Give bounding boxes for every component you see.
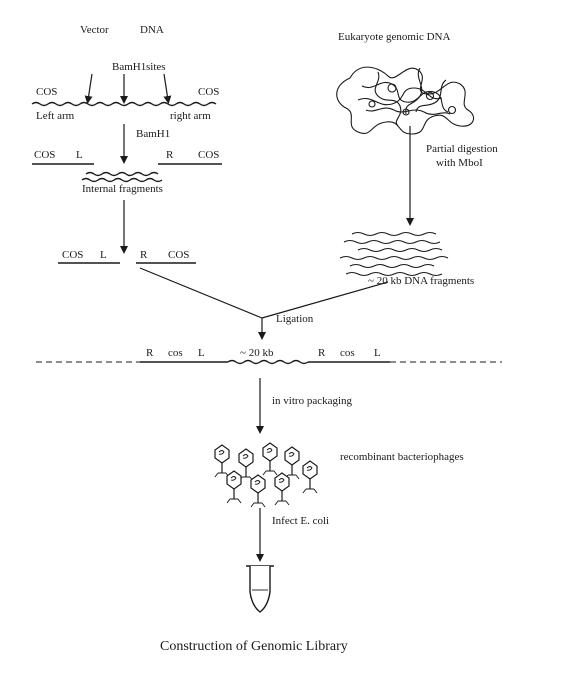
r-a-label: R [166,149,174,161]
ligation-label: Ligation [276,313,314,325]
bamh1-sites-label: BamH1 [112,61,146,73]
bacteriophage-cluster [214,442,318,508]
cos-a-label: COS [34,149,55,161]
cos-c-label: COS [62,249,83,261]
packaging-label: in vitro packaging [272,395,353,407]
fragments-label: ~ 20 kb DNA fragments [368,275,474,287]
left-arm-label: Left arm [36,110,75,122]
genomic-dna-tangle-icon [336,66,475,135]
bacteriophage-icon [214,444,230,478]
bacteriophage-icon [262,442,278,476]
bacteriophage-icon [250,474,266,508]
bacteriophage-icon [302,460,318,494]
bamh1-digest-label: BamH1 [136,128,170,140]
figure-caption: Construction of Genomic Library [160,639,348,654]
sites-label: sites [146,61,166,73]
dna-fragments-cluster [339,231,449,277]
l-c-label: L [100,249,107,261]
internal-fragments-label: Internal fragments [82,183,163,195]
l-a-label: L [76,149,83,161]
cos-left-label: COS [36,86,57,98]
bacteriophage-icon [284,446,300,480]
cos-right-label: COS [198,86,219,98]
r-c-label: R [140,249,148,261]
bacteriophage-icon [226,470,242,504]
partial-digestion-label: Partial digestion [426,143,498,155]
vector-label: Vector [80,24,109,36]
bamh1-arrow-right [163,73,172,104]
lig-r1-label: R [146,347,154,359]
lig-20kb-label: ~ 20 kb [240,347,274,359]
lig-l1-label: L [198,347,205,359]
infect-label: Infect E. coli [272,515,329,527]
ligation-line-left [139,267,263,319]
right-arm-label: right arm [170,110,211,122]
ligation-line-right [261,281,389,319]
cos-d-label: COS [168,249,189,261]
eukaryote-label: Eukaryote genomic DNA [338,31,450,43]
bacteriophage-icon [274,472,290,506]
recombinant-label: recombinant bacteriophages [340,451,464,463]
vector-dna-label: DNA [140,24,164,36]
lig-cos1-label: cos [168,347,183,359]
concatemer-insert [227,359,309,365]
lig-r2-label: R [318,347,326,359]
internal-fragment-2 [81,177,163,183]
lig-cos2-label: cos [340,347,355,359]
with-mboi-label: with MboI [436,157,483,169]
test-tube-icon [246,565,274,613]
cos-b-label: COS [198,149,219,161]
internal-fragment-1 [85,171,159,177]
bamh1-arrow-left [84,73,93,104]
vector-dna-strand [31,101,217,107]
lig-l2-label: L [374,347,381,359]
